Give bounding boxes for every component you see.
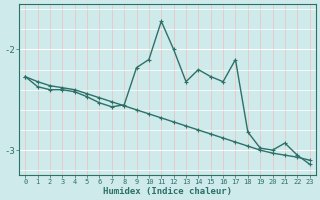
X-axis label: Humidex (Indice chaleur): Humidex (Indice chaleur) — [103, 187, 232, 196]
